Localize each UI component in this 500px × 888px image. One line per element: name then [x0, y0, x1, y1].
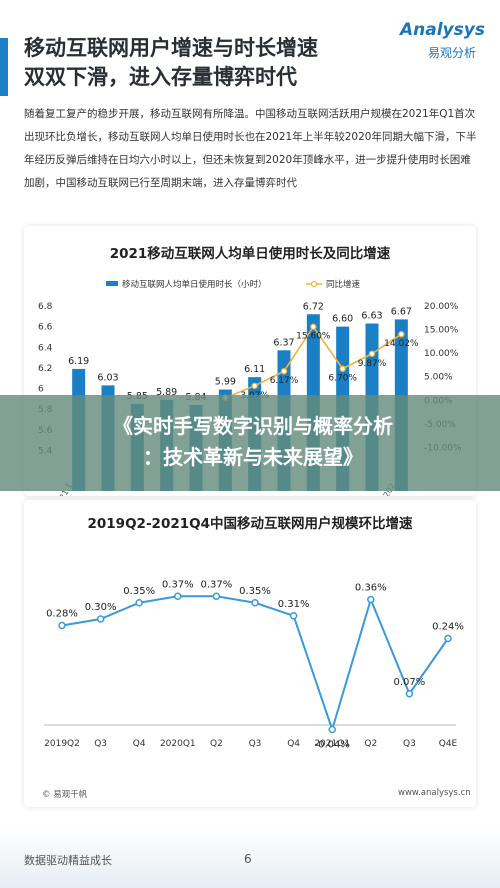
growth-point — [368, 350, 376, 358]
chart1-title: 2021移动互联网人均单日使用时长及同比增速 — [109, 246, 391, 262]
overlay-banner — [0, 395, 500, 491]
growth-value-label: 0.35% — [239, 586, 271, 597]
growth-point — [310, 323, 317, 330]
growth-point — [328, 725, 336, 734]
growth-value-label: 14.02% — [384, 339, 419, 349]
bar-value-label: 6.72 — [303, 301, 324, 312]
growth-value-label: 0.36% — [355, 583, 387, 594]
growth-point — [367, 595, 375, 604]
bar-value-label: 5.99 — [215, 377, 236, 388]
page-number: 6 — [244, 852, 252, 866]
growth-point — [251, 382, 258, 390]
growth-value-label: 0.28% — [46, 609, 78, 620]
y-right-tick-label: 20.00% — [424, 302, 459, 312]
growth-value-label: -0.04% — [315, 740, 350, 751]
bar-value-label: 6.67 — [391, 306, 412, 317]
title-accent-bar — [0, 38, 8, 96]
growth-point — [405, 690, 414, 698]
x-tick-label: Q4 — [133, 739, 146, 749]
growth-point — [444, 634, 452, 643]
title-line-1: 移动互联网用户增速与时长增速 — [24, 36, 318, 60]
bar-value-label: 6.37 — [273, 337, 294, 348]
growth-value-label: 6.70% — [328, 374, 357, 384]
logo-text-cn: 易观分析 — [428, 46, 477, 60]
chart2-title: 2019Q2-2021Q4中国移动互联网用户规模环比增速 — [87, 516, 413, 532]
user-growth-chart: 0.28% 2019Q2 0.30% Q3 0.35% Q4 0.37% 2020Q1 0.37… — [44, 579, 464, 751]
growth-point — [135, 599, 143, 607]
user-growth-chart-card: 2019Q2-2021Q4中国移动互联网用户规模环比增速 0.28% 2019Q2… — [24, 500, 476, 807]
source-right: www.analysys.cn — [398, 788, 471, 798]
page-title: 移动互联网用户增速与时长增速 双双下滑，进入存量博弈时代 — [24, 34, 404, 92]
legend-bar-swatch — [106, 281, 118, 286]
x-tick-label: Q3 — [94, 739, 107, 749]
growth-point — [251, 599, 259, 607]
growth-value-label: 0.07% — [394, 677, 426, 688]
growth-value-label: 15.60% — [296, 332, 331, 342]
footer-background — [0, 828, 500, 888]
y-right-tick-label: 10.00% — [424, 349, 459, 359]
legend-bar-label: 移动互联网人均单日使用时长（小时） — [122, 279, 267, 290]
y-right-tick-label: 15.00% — [424, 326, 459, 336]
growth-point — [174, 592, 182, 600]
legend-line-label: 同比增速 — [326, 279, 361, 290]
x-tick-label: Q3 — [249, 739, 262, 749]
x-tick-label: 2020Q1 — [160, 739, 196, 749]
bar-value-label: 6.11 — [244, 364, 265, 375]
growth-point — [212, 592, 221, 600]
growth-value-label: 6.17% — [270, 376, 299, 386]
bar-value-label: 6.03 — [97, 372, 118, 383]
growth-value-label: 9.87% — [358, 359, 387, 369]
growth-point — [96, 615, 105, 623]
bar-value-label: 5.89 — [156, 387, 177, 398]
y-left-tick-label: 6 — [38, 385, 44, 395]
bar-value-label: 6.60 — [332, 314, 353, 325]
x-tick-label: Q2 — [210, 739, 223, 749]
growth-value-label: 0.30% — [85, 602, 117, 613]
x-tick-label: 2021Q1 — [314, 739, 350, 749]
legend-line-marker — [310, 280, 318, 288]
analysys-logo: Analysys 易观分析 — [400, 20, 490, 64]
growth-point — [339, 365, 346, 372]
title-line-2: 双双下滑，进入存量博弈时代 — [24, 65, 297, 89]
overlay-title: 《实时手写数字识别与概率分析 ：技术革新与未来展望》 — [28, 411, 478, 473]
bar-value-label: 6.19 — [68, 356, 89, 367]
growth-value-label: 0.35% — [123, 586, 155, 597]
growth-point — [398, 330, 405, 338]
growth-point — [289, 612, 298, 620]
growth-line — [61, 595, 449, 733]
logo-text-en: Analysys — [400, 20, 485, 40]
growth-point — [280, 367, 288, 375]
footer-label: 数据驱动精益成长 — [24, 854, 112, 867]
y-right-tick-label: 5.00% — [424, 373, 453, 383]
x-tick-label: Q4 — [287, 739, 300, 749]
x-tick-label: Q3 — [403, 739, 416, 749]
overlay-line-2: ：技术革新与未来展望》 — [143, 445, 363, 469]
y-left-tick-label: 6.2 — [38, 364, 52, 374]
y-left-tick-label: 6.8 — [38, 302, 53, 312]
growth-point — [58, 621, 66, 630]
overlay-line-1: 《实时手写数字识别与概率分析 — [113, 414, 393, 438]
growth-value-label: 0.24% — [432, 622, 464, 633]
body-paragraph: 随着复工复产的稳步开展，移动互联网有所降温。中国移动互联网活跃用户规模在2021… — [24, 108, 477, 189]
x-tick-label: 2019Q2 — [44, 739, 80, 749]
source-left: © 易观千帆 — [42, 790, 88, 800]
y-left-tick-label: 6.4 — [38, 343, 53, 353]
x-tick-label: Q4E — [439, 739, 458, 749]
bar-value-label: 6.63 — [361, 311, 382, 322]
growth-value-label: 0.37% — [201, 579, 233, 590]
y-left-tick-label: 6.6 — [38, 323, 53, 333]
x-tick-label: Q2 — [364, 739, 377, 749]
growth-value-label: 0.31% — [278, 599, 310, 610]
growth-value-label: 0.37% — [162, 579, 194, 590]
